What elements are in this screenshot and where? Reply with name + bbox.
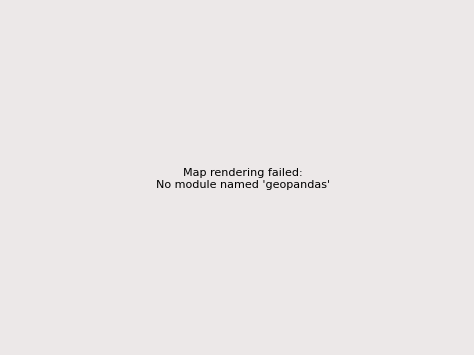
- Text: Map rendering failed:
No module named 'geopandas': Map rendering failed: No module named 'g…: [156, 169, 330, 190]
